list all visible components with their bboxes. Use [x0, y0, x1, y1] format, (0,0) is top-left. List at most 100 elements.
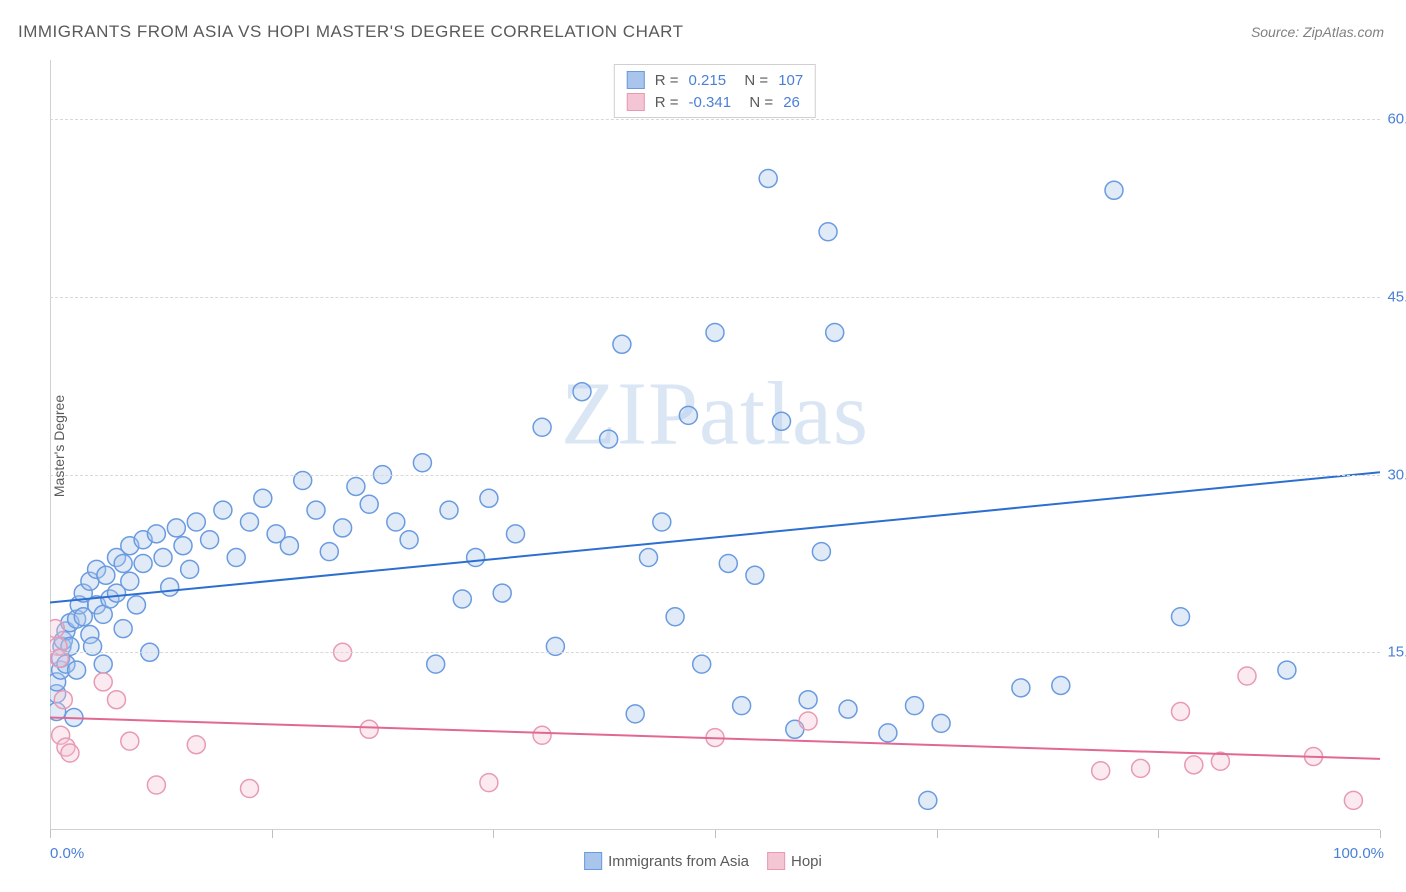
y-tick-label: 45.0% — [1370, 288, 1406, 305]
scatter-point — [733, 697, 751, 715]
plot-area: ZIPatlas R = 0.215 N = 107 R = -0.341 N … — [50, 60, 1380, 830]
scatter-point — [201, 531, 219, 549]
scatter-point — [653, 513, 671, 531]
scatter-point — [68, 661, 86, 679]
y-tick-label: 60.0% — [1370, 111, 1406, 128]
scatter-point — [97, 566, 115, 584]
scatter-point — [147, 525, 165, 543]
scatter-point — [613, 335, 631, 353]
scatter-point — [440, 501, 458, 519]
scatter-point — [533, 726, 551, 744]
source-attribution: Source: ZipAtlas.com — [1251, 24, 1384, 40]
trend-line — [50, 472, 1380, 602]
scatter-point — [50, 620, 64, 638]
x-tick-label-max: 100.0% — [1333, 845, 1384, 862]
scatter-point — [121, 732, 139, 750]
scatter-point — [1172, 703, 1190, 721]
scatter-point — [932, 714, 950, 732]
r-value-hopi: -0.341 — [689, 94, 732, 111]
scatter-point — [334, 519, 352, 537]
x-tick — [272, 830, 273, 838]
scatter-point — [280, 537, 298, 555]
scatter-point — [54, 691, 72, 709]
scatter-point — [1012, 679, 1030, 697]
legend-item: Hopi — [767, 852, 822, 870]
scatter-point — [1278, 661, 1296, 679]
series-legend: Immigrants from Asia Hopi — [584, 852, 822, 870]
y-tick-label: 30.0% — [1370, 466, 1406, 483]
scatter-point — [480, 489, 498, 507]
scatter-point — [400, 531, 418, 549]
scatter-point — [1132, 759, 1150, 777]
scatter-point — [413, 454, 431, 472]
correlation-row-asia: R = 0.215 N = 107 — [627, 69, 803, 91]
scatter-point — [134, 554, 152, 572]
scatter-point — [61, 744, 79, 762]
scatter-point — [114, 620, 132, 638]
gridline — [50, 119, 1380, 120]
x-tick — [715, 830, 716, 838]
scatter-point — [1105, 181, 1123, 199]
x-tick — [493, 830, 494, 838]
r-label: R = — [655, 94, 679, 111]
scatter-point — [1185, 756, 1203, 774]
scatter-point — [706, 323, 724, 341]
x-tick — [1380, 830, 1381, 838]
r-label: R = — [655, 72, 679, 89]
swatch-hopi — [627, 93, 645, 111]
scatter-point — [453, 590, 471, 608]
scatter-point — [799, 691, 817, 709]
x-tick — [937, 830, 938, 838]
scatter-point — [839, 700, 857, 718]
scatter-point — [666, 608, 684, 626]
scatter-point — [181, 560, 199, 578]
scatter-point — [1052, 676, 1070, 694]
gridline — [50, 652, 1380, 653]
scatter-point — [167, 519, 185, 537]
scatter-point — [533, 418, 551, 436]
trend-line — [50, 717, 1380, 758]
scatter-point — [161, 578, 179, 596]
scatter-point — [360, 720, 378, 738]
chart-svg — [50, 60, 1380, 830]
scatter-point — [241, 513, 259, 531]
legend-swatch — [767, 852, 785, 870]
n-value-hopi: 26 — [783, 94, 800, 111]
scatter-point — [320, 543, 338, 561]
scatter-point — [600, 430, 618, 448]
scatter-point — [693, 655, 711, 673]
legend-swatch — [584, 852, 602, 870]
scatter-point — [1092, 762, 1110, 780]
scatter-point — [360, 495, 378, 513]
n-label: N = — [736, 72, 768, 89]
scatter-point — [467, 549, 485, 567]
scatter-point — [1238, 667, 1256, 685]
scatter-point — [108, 691, 126, 709]
scatter-point — [114, 554, 132, 572]
scatter-point — [640, 549, 658, 567]
y-tick-label: 15.0% — [1370, 644, 1406, 661]
scatter-point — [679, 406, 697, 424]
correlation-legend: R = 0.215 N = 107 R = -0.341 N = 26 — [614, 64, 816, 118]
scatter-point — [919, 791, 937, 809]
scatter-point — [493, 584, 511, 602]
scatter-point — [573, 383, 591, 401]
scatter-point — [94, 673, 112, 691]
scatter-point — [154, 549, 172, 567]
scatter-point — [879, 724, 897, 742]
scatter-point — [906, 697, 924, 715]
correlation-row-hopi: R = -0.341 N = 26 — [627, 91, 803, 113]
scatter-point — [1172, 608, 1190, 626]
scatter-point — [626, 705, 644, 723]
scatter-point — [812, 543, 830, 561]
scatter-point — [187, 513, 205, 531]
scatter-point — [759, 169, 777, 187]
scatter-point — [819, 223, 837, 241]
r-value-asia: 0.215 — [689, 72, 727, 89]
n-value-asia: 107 — [778, 72, 803, 89]
scatter-point — [254, 489, 272, 507]
scatter-point — [507, 525, 525, 543]
x-tick — [50, 830, 51, 838]
legend-label: Immigrants from Asia — [608, 853, 749, 870]
chart-title: IMMIGRANTS FROM ASIA VS HOPI MASTER'S DE… — [18, 22, 684, 42]
